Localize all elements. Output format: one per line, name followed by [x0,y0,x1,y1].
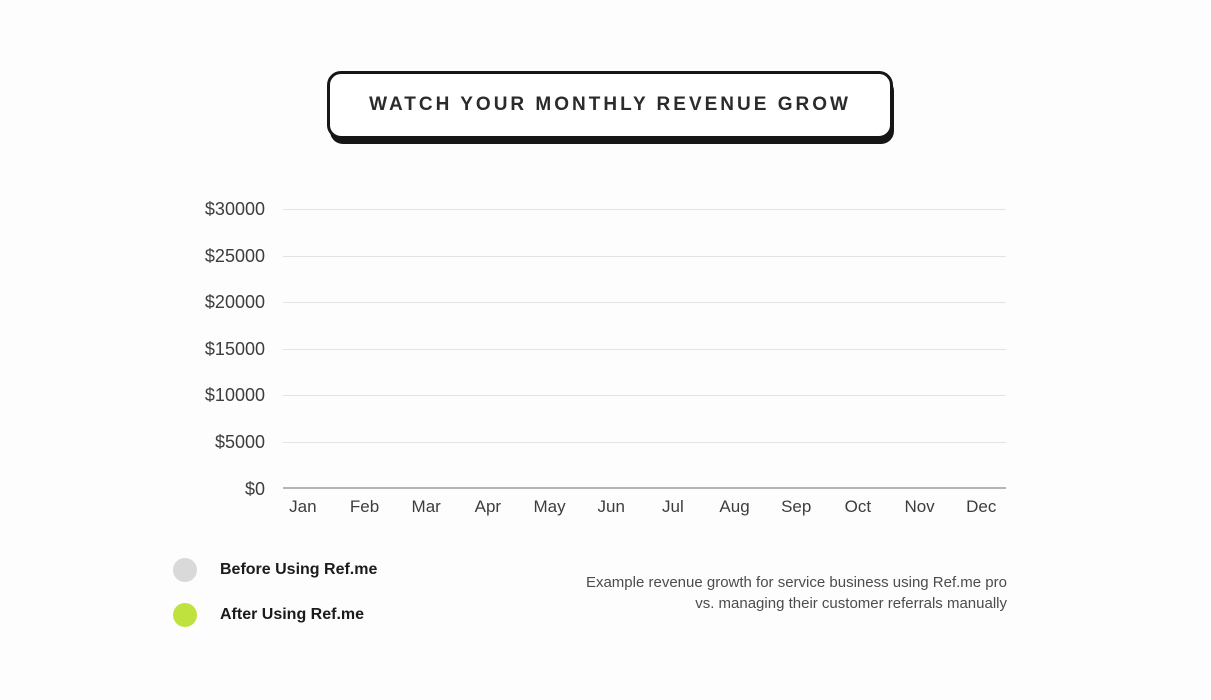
x-axis-tick-label: Oct [844,497,872,516]
x-axis-tick-label: Apr [474,497,502,516]
x-axis-tick-label: May [533,497,566,516]
x-axis-tick-label: Mar [411,497,441,516]
chart-plot-area [283,209,1006,491]
title-banner: WATCH YOUR MONTHLY REVENUE GROW [327,71,893,139]
caption-line-1: Example revenue growth for service busin… [585,574,1007,591]
gridline [283,256,1006,257]
y-axis-tick-label: $5000 [214,432,265,452]
x-axis-tick-label: Jun [597,497,625,516]
y-axis-tick-label: $15000 [204,339,265,359]
caption-line-2: vs. managing their customer referrals ma… [695,595,1007,612]
legend-label-before: Before Using Ref.me [220,561,378,578]
y-axis-tick-label: $20000 [204,292,265,312]
legend-dot-after [173,603,197,627]
y-axis-tick-label: $25000 [204,246,265,266]
legend-item-after: After Using Ref.me [173,603,364,627]
x-axis-tick-label: Sep [781,497,812,516]
x-axis-line [283,487,1006,489]
legend-dot-before [173,558,197,582]
x-axis: Jan Feb Mar Apr May Jun Jul Aug Sep Oct … [272,495,1012,519]
x-axis-tick-label: Jul [662,497,684,516]
x-axis-tick-label: Dec [966,497,997,516]
page-title: WATCH YOUR MONTHLY REVENUE GROW [369,94,851,115]
gridline [283,349,1006,350]
gridline [283,442,1006,443]
x-axis-tick-label: Jan [289,497,317,516]
y-axis-tick-label: $10000 [204,385,265,405]
y-axis-tick-label: $0 [244,479,265,499]
chart-caption: Example revenue growth for service busin… [447,572,1007,614]
y-axis-tick-label: $30000 [204,199,265,219]
gridline [283,302,1006,303]
x-axis-tick-label: Feb [349,497,380,516]
gridline [283,209,1006,210]
gridline [283,395,1006,396]
x-axis-tick-label: Nov [904,497,935,516]
legend-label-after: After Using Ref.me [220,606,365,623]
legend-item-before: Before Using Ref.me [173,558,377,582]
x-axis-tick-label: Aug [719,497,750,516]
